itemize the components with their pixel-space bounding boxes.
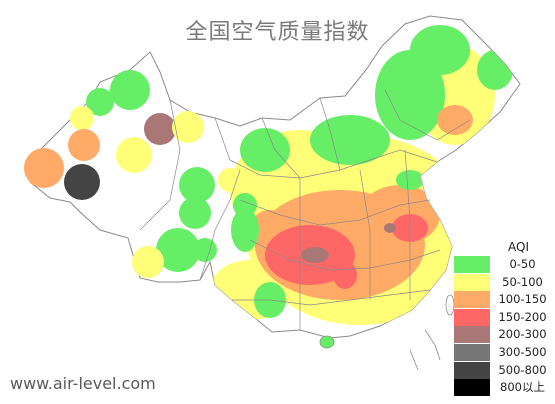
legend-item: 200-300	[454, 326, 555, 344]
legend-label: 500-800	[490, 361, 555, 379]
legend-label: 800以上	[490, 379, 555, 397]
legend-item: 150-200	[454, 308, 555, 327]
legend-title: AQI	[508, 240, 529, 254]
legend-item: 300-500	[454, 343, 555, 362]
legend-swatch	[454, 291, 490, 309]
watermark-url: www.air-level.com	[10, 374, 156, 393]
legend-item: 800以上	[454, 379, 555, 397]
legend-label: 300-500	[490, 343, 555, 361]
legend-label: 50-100	[490, 273, 555, 291]
aqi-legend: AQI 0-50 50-100 100-150 150-200 200-300 300-5…	[454, 238, 555, 397]
legend-swatch	[454, 256, 490, 273]
legend-label: 150-200	[490, 308, 555, 326]
legend-swatch	[454, 343, 490, 361]
legend-rows: 0-50 50-100 100-150 150-200 200-300 300-500 50…	[454, 256, 555, 397]
legend-label: 100-150	[490, 291, 555, 309]
legend-swatch	[454, 326, 490, 344]
legend-swatch	[454, 361, 490, 379]
aqi-stations-west	[24, 70, 257, 278]
legend-item: 0-50	[454, 256, 555, 274]
hainan-island	[319, 335, 335, 349]
legend-swatch	[454, 308, 490, 326]
legend-item: 500-800	[454, 361, 555, 380]
south-sea-islands	[409, 329, 441, 371]
legend-item: 50-100	[454, 273, 555, 292]
legend-swatch	[454, 379, 490, 397]
legend-label: 0-50	[490, 256, 555, 273]
taiwan-island	[445, 294, 455, 316]
legend-swatch	[454, 273, 490, 291]
map-title: 全国空气质量指数	[185, 20, 370, 45]
province-boundaries	[139, 89, 471, 330]
legend-item: 100-150	[454, 291, 555, 309]
legend-label: 200-300	[490, 326, 555, 344]
